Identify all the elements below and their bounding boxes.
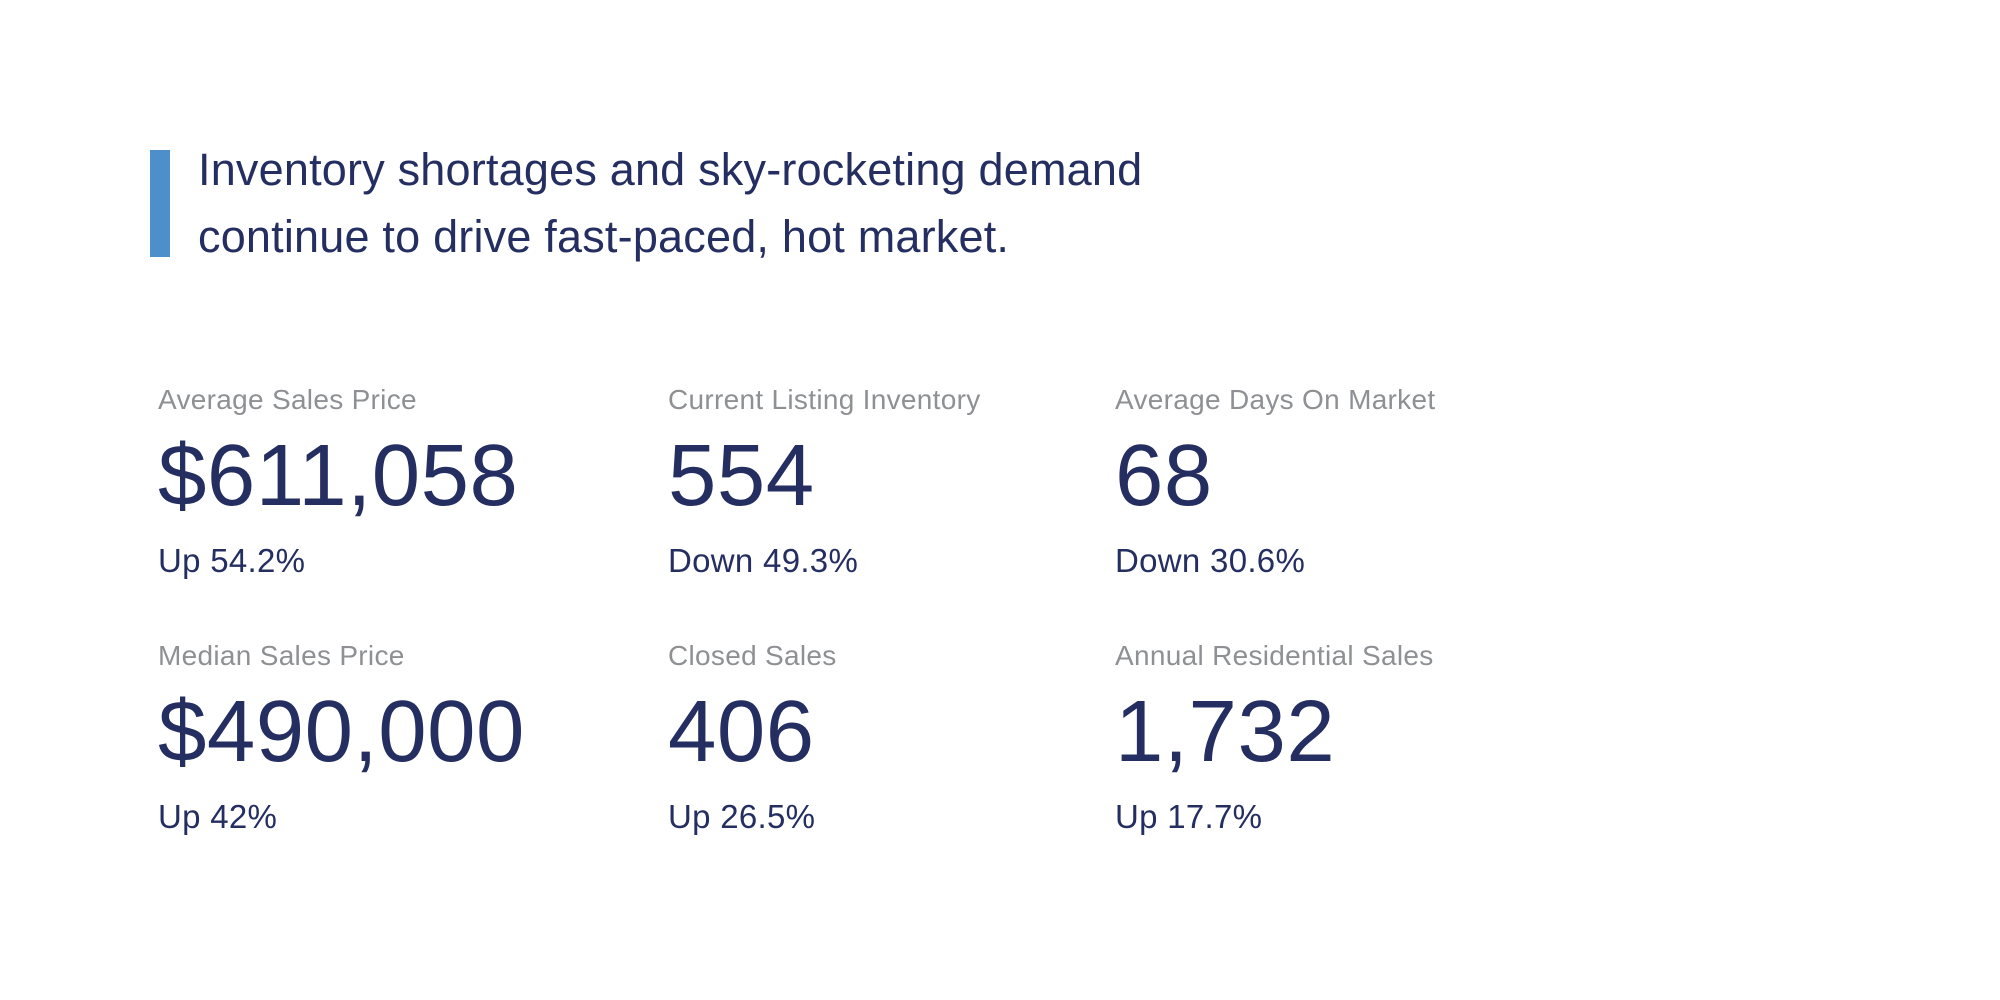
stat-label: Average Sales Price: [158, 384, 417, 415]
stat-card-current-listing-inventory: Current Listing Inventory 554 Down 49.3%: [668, 384, 1115, 580]
stat-card-annual-residential-sales: Annual Residential Sales 1,732 Up 17.7%: [1115, 640, 1435, 836]
headline-line-1: Inventory shortages and sky-rocketing de…: [198, 144, 1143, 195]
stat-change: Up 54.2%: [158, 542, 306, 579]
headline-line-2: continue to drive fast-paced, hot market…: [198, 211, 1010, 262]
stat-value: 68: [1115, 427, 1213, 524]
stat-card-average-days-on-market: Average Days On Market 68 Down 30.6%: [1115, 384, 1435, 580]
stat-card-median-sales-price: Median Sales Price $490,000 Up 42%: [158, 640, 668, 836]
stat-change: Down 30.6%: [1115, 542, 1306, 579]
stat-value: $490,000: [158, 683, 525, 780]
stat-value: 1,732: [1115, 683, 1336, 780]
stat-label: Median Sales Price: [158, 640, 405, 671]
stat-card-average-sales-price: Average Sales Price $611,058 Up 54.2%: [158, 384, 668, 580]
stats-grid: Average Sales Price $611,058 Up 54.2% Cu…: [158, 384, 1435, 836]
stat-card-closed-sales: Closed Sales 406 Up 26.5%: [668, 640, 1115, 836]
stat-change: Up 42%: [158, 798, 278, 835]
stat-change: Up 26.5%: [668, 798, 816, 835]
stat-value: 554: [668, 427, 815, 524]
stat-value: $611,058: [158, 427, 519, 524]
stat-label: Current Listing Inventory: [668, 384, 981, 415]
headline: Inventory shortages and sky-rocketing de…: [150, 136, 1142, 270]
stat-value: 406: [668, 683, 815, 780]
stat-change: Up 17.7%: [1115, 798, 1263, 835]
stat-label: Annual Residential Sales: [1115, 640, 1434, 671]
stat-label: Closed Sales: [668, 640, 837, 671]
headline-accent-bar: [150, 150, 170, 257]
stat-label: Average Days On Market: [1115, 384, 1436, 415]
stat-change: Down 49.3%: [668, 542, 859, 579]
headline-text: Inventory shortages and sky-rocketing de…: [198, 136, 1142, 270]
